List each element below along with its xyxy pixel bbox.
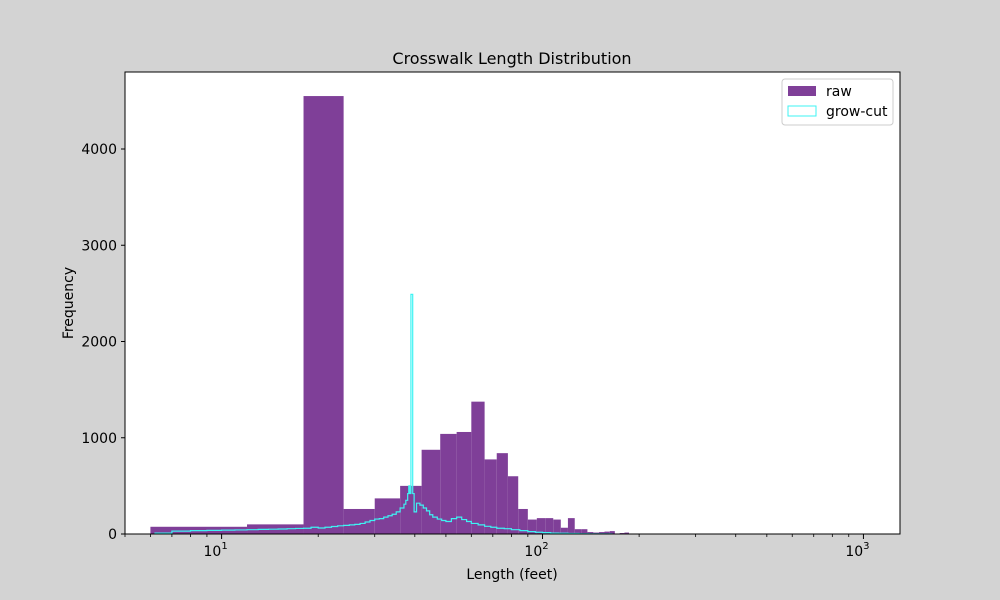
raw-bar-26 bbox=[609, 531, 615, 534]
y-tick-label-4000: 4000 bbox=[81, 142, 117, 158]
raw-bar-7 bbox=[440, 433, 457, 534]
y-axis-ticks: 0 1000 2000 3000 4000 bbox=[81, 142, 125, 543]
x-tick-label-10: 101 bbox=[204, 541, 228, 560]
x-axis-ticks: 101 102 103 bbox=[124, 534, 870, 560]
raw-bar-6 bbox=[421, 449, 441, 534]
raw-bar-17 bbox=[553, 519, 561, 534]
raw-bar-9 bbox=[471, 401, 485, 534]
raw-bar-18 bbox=[560, 527, 568, 534]
raw-bar-24 bbox=[599, 532, 605, 534]
raw-bar-10 bbox=[484, 459, 497, 534]
raw-bar-19 bbox=[567, 518, 575, 534]
raw-bar-25 bbox=[604, 531, 610, 534]
plot-frame bbox=[124, 71, 901, 535]
raw-bar-11 bbox=[496, 453, 508, 534]
raw-bar-20 bbox=[574, 529, 582, 534]
raw-bar-22 bbox=[587, 532, 594, 534]
chart-title: Crosswalk Length Distribution bbox=[392, 49, 631, 68]
raw-bar-21 bbox=[581, 529, 588, 534]
legend-swatch-raw bbox=[788, 86, 816, 96]
raw-bar-29 bbox=[624, 532, 630, 534]
raw-bar-16 bbox=[545, 518, 554, 534]
legend: raw grow-cut bbox=[781, 78, 894, 126]
grow-cut-step-line bbox=[154, 293, 613, 535]
legend-label-raw: raw bbox=[826, 84, 852, 100]
x-axis-label: Length (feet) bbox=[466, 567, 557, 583]
raw-bar-2 bbox=[303, 96, 344, 534]
y-tick-label-1000: 1000 bbox=[81, 431, 117, 447]
raw-bar-5 bbox=[400, 485, 422, 534]
raw-bar-14 bbox=[527, 519, 537, 534]
plot-area bbox=[125, 72, 900, 534]
y-tick-label-2000: 2000 bbox=[81, 335, 117, 351]
y-tick-label-3000: 3000 bbox=[81, 238, 117, 254]
x-tick-label-100: 102 bbox=[524, 541, 548, 560]
legend-label-grow-cut: grow-cut bbox=[826, 104, 888, 120]
raw-bar-13 bbox=[518, 508, 528, 534]
legend-swatch-grow-cut bbox=[787, 105, 817, 117]
y-axis-label: Frequency bbox=[61, 267, 77, 339]
x-tick-label-1000: 103 bbox=[845, 541, 869, 560]
raw-bar-12 bbox=[507, 476, 519, 534]
y-tick-label-0: 0 bbox=[108, 527, 117, 543]
raw-bar-8 bbox=[456, 431, 472, 534]
raw-bar-15 bbox=[536, 518, 546, 534]
grow-cut-steps-group bbox=[154, 293, 613, 535]
